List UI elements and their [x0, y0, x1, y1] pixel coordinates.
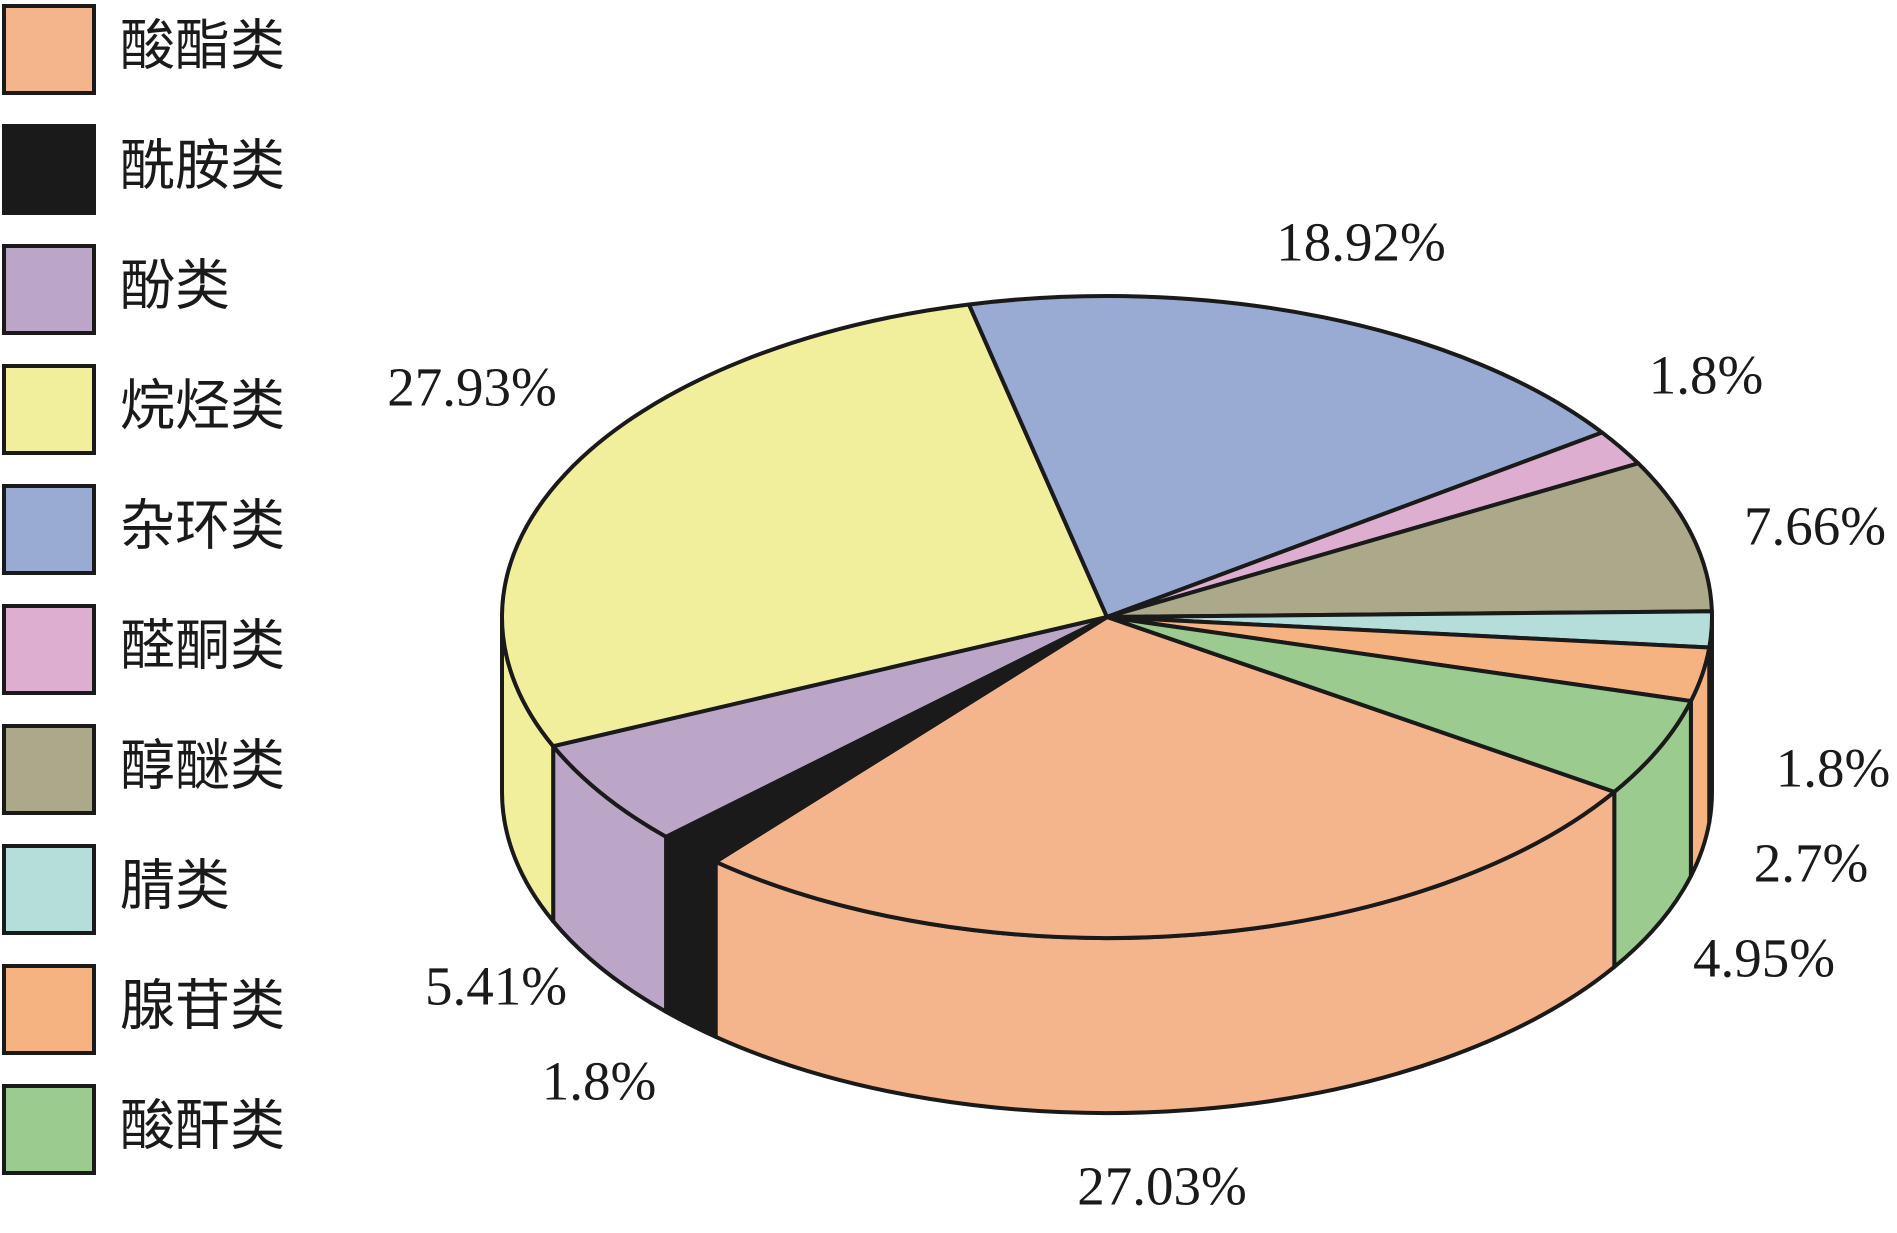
legend-label: 腈类	[120, 856, 230, 917]
data-label: 27.93%	[387, 357, 557, 418]
legend-swatch	[2, 844, 96, 935]
legend-label: 醛酮类	[120, 616, 285, 677]
data-label: 27.03%	[1077, 1156, 1247, 1217]
legend-swatch	[2, 604, 96, 695]
pie-slice	[551, 615, 1109, 839]
legend-swatch	[2, 364, 96, 455]
legend-swatch	[2, 4, 96, 95]
legend-label: 醇醚类	[120, 736, 285, 797]
legend-label: 酸酯类	[120, 16, 285, 77]
legend-swatch	[2, 724, 96, 815]
legend-swatch	[2, 1084, 96, 1175]
data-label: 1.8%	[1649, 345, 1764, 406]
pie-slice	[1105, 461, 1714, 619]
legend-label: 酚类	[120, 256, 230, 317]
data-label: 2.7%	[1754, 833, 1869, 894]
legend-label: 酰胺类	[120, 136, 285, 197]
data-label: 1.8%	[542, 1051, 657, 1112]
data-label: 7.66%	[1744, 496, 1886, 557]
data-label: 18.92%	[1276, 212, 1446, 273]
pie-slice	[966, 293, 1605, 619]
legend-swatch	[2, 964, 96, 1055]
pie-side	[664, 834, 718, 1039]
legend-label: 烷烃类	[120, 376, 285, 437]
legend-label: 酸酐类	[120, 1096, 285, 1157]
data-label: 1.8%	[1776, 738, 1891, 799]
data-label: 5.41%	[425, 956, 567, 1017]
legend-swatch	[2, 484, 96, 575]
legend-swatch	[2, 244, 96, 335]
legend-label: 杂环类	[120, 496, 285, 557]
pie-slice	[713, 615, 1617, 940]
data-label: 4.95%	[1693, 928, 1835, 989]
legend-label: 腺苷类	[120, 976, 285, 1037]
legend-swatch	[2, 124, 96, 215]
pie-slice	[1105, 615, 1693, 794]
pie-slice	[500, 302, 1109, 749]
